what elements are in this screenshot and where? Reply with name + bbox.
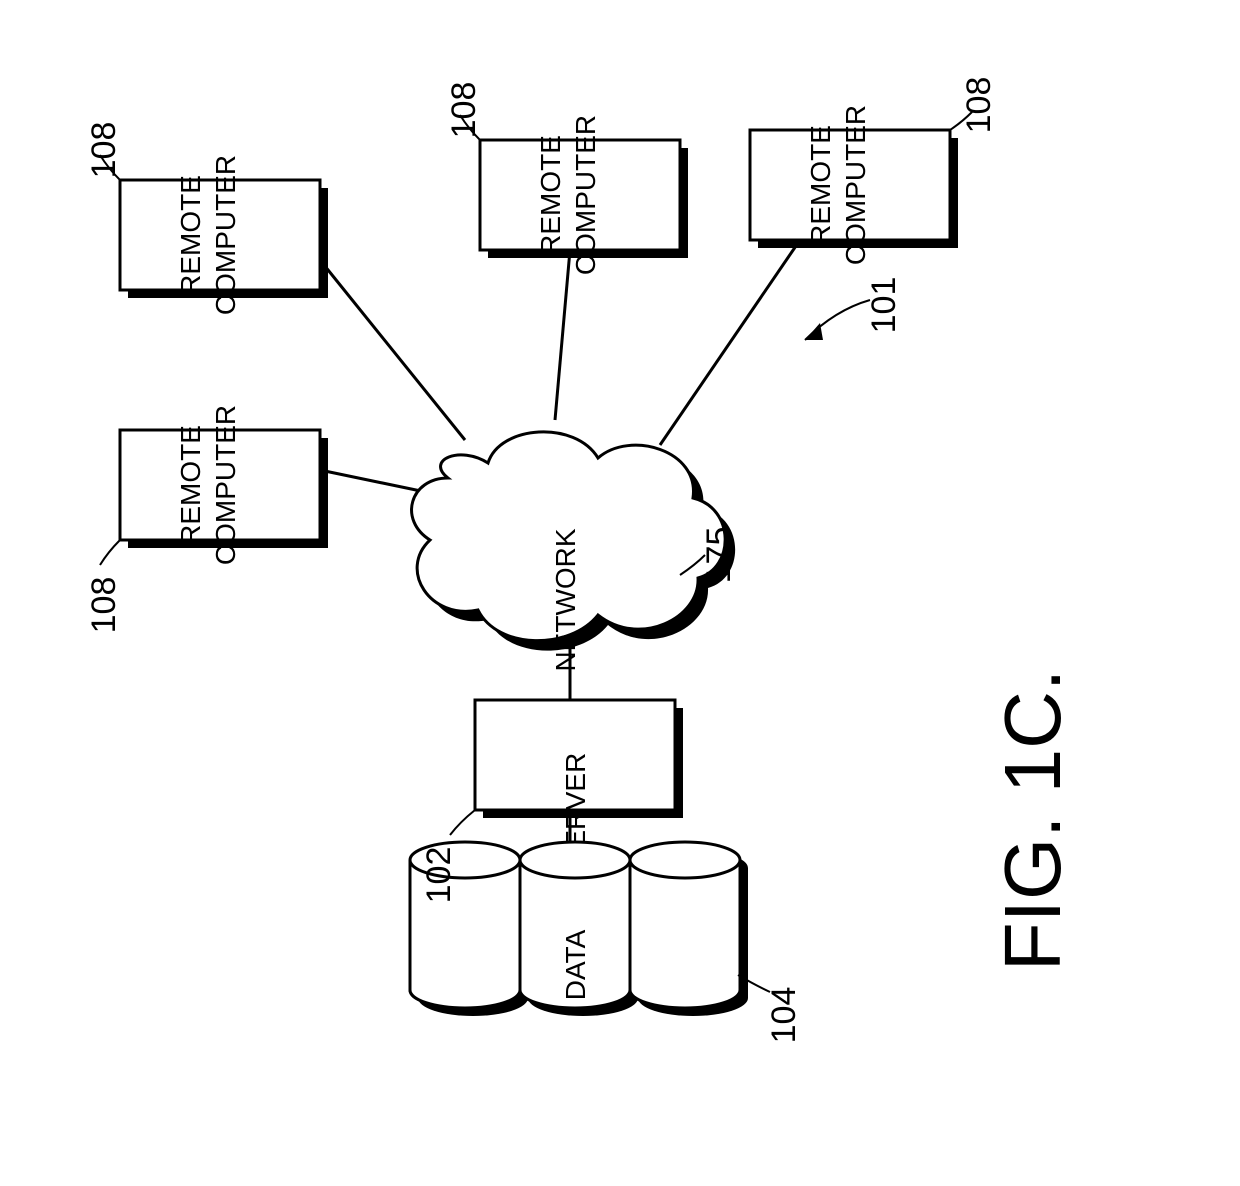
svg-text:COMPUTER: COMPUTER: [840, 105, 871, 265]
rc3-label2: COMPUTER: [570, 115, 601, 275]
rc4-ref: 108: [960, 77, 998, 134]
rc1-label1: REMOTE: [175, 175, 206, 295]
svg-text:COMPUTER: COMPUTER: [210, 155, 241, 315]
rc2-ref: 108: [85, 577, 123, 634]
rc4-label2: COMPUTER: [840, 105, 871, 265]
rc3-label1: REMOTE: [535, 135, 566, 255]
rc2-label1: REMOTE: [175, 425, 206, 545]
network-cloud: NETWORK: [412, 432, 736, 672]
rc4-label1: REMOTE: [805, 125, 836, 245]
rc1-label2: COMPUTER: [210, 155, 241, 315]
data-store: DATA: [410, 842, 748, 1016]
svg-text:REMOTE: REMOTE: [175, 175, 206, 295]
svg-text:REMOTE: REMOTE: [805, 125, 836, 245]
figure-caption: FIG. 1C.: [988, 669, 1077, 971]
data-label: DATA: [560, 929, 591, 1000]
remote-computer-1: REMOTE COMPUTER: [120, 155, 328, 315]
remote-computer-2: REMOTE COMPUTER: [120, 405, 328, 565]
rc2-label2: COMPUTER: [210, 405, 241, 565]
svg-text:REMOTE: REMOTE: [535, 135, 566, 255]
svg-text:REMOTE: REMOTE: [175, 425, 206, 545]
network-ref: 175: [700, 527, 738, 584]
rc3-ref: 108: [445, 82, 483, 139]
remote-computer-4: REMOTE COMPUTER: [750, 105, 958, 265]
svg-text:COMPUTER: COMPUTER: [570, 115, 601, 275]
server-ref: 102: [420, 847, 458, 904]
system-ref: 101: [865, 277, 903, 334]
rc1-ref: 108: [85, 122, 123, 179]
network-diagram: REMOTE COMPUTER REMOTE COMPUTER REMOTE C…: [0, 0, 1240, 1186]
remote-computer-3: REMOTE COMPUTER: [480, 115, 688, 275]
svg-text:COMPUTER: COMPUTER: [210, 405, 241, 565]
network-label: NETWORK: [550, 528, 581, 671]
data-ref: 104: [765, 987, 803, 1044]
